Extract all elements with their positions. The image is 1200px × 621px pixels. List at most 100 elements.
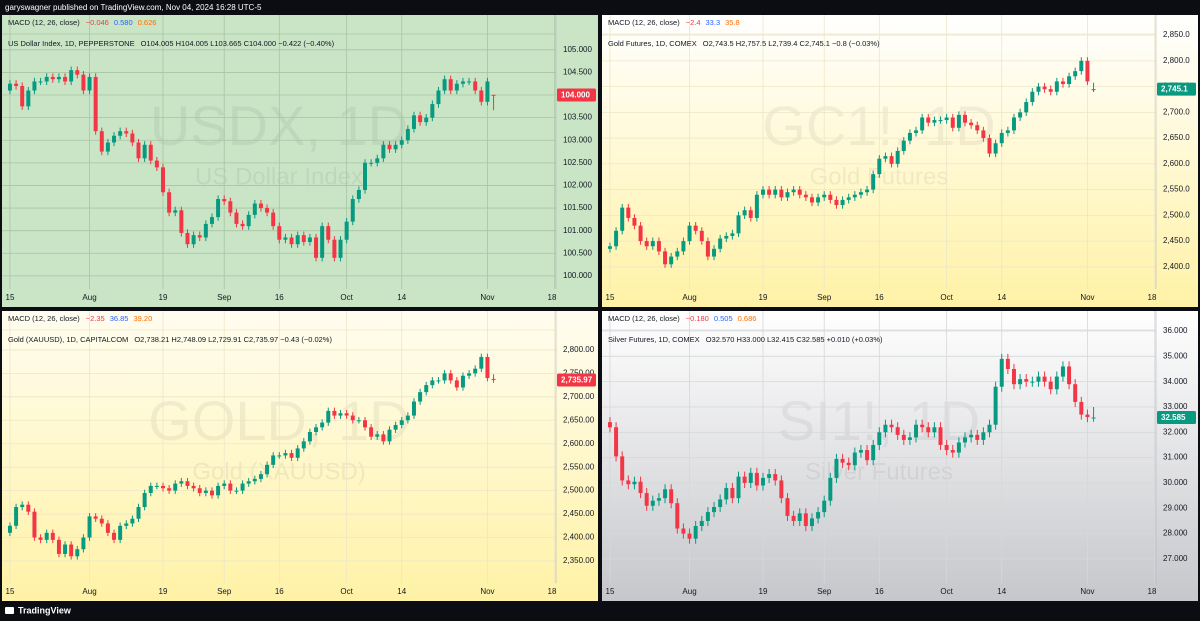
candle-body <box>761 477 765 486</box>
x-tick-label: 19 <box>759 293 768 302</box>
candle-body <box>118 131 123 136</box>
candle-body <box>1024 379 1029 382</box>
candle-body <box>809 518 814 527</box>
candle-body <box>265 208 270 213</box>
candle-body <box>418 115 423 123</box>
x-tick-label: 15 <box>606 293 615 302</box>
candle-body <box>363 162 367 190</box>
candle-body <box>736 476 741 499</box>
y-tick-label: 100.500 <box>563 248 592 257</box>
candle-body <box>724 488 729 500</box>
macd-value: 35.8 <box>725 18 740 27</box>
candle-body <box>295 235 300 245</box>
candle-body <box>63 544 68 554</box>
candle-body <box>828 477 833 501</box>
candle-body <box>901 140 906 151</box>
candle-body <box>681 241 686 252</box>
candle-body <box>956 442 961 453</box>
candle-body <box>112 135 117 143</box>
candle-body <box>1091 89 1096 91</box>
candle-body <box>1060 81 1065 85</box>
candle-body <box>63 76 68 82</box>
x-tick-label: Oct <box>940 587 953 596</box>
candle-body <box>993 386 998 425</box>
candle-body <box>473 81 478 91</box>
macd-value: −0.180 <box>686 314 709 323</box>
candle-body <box>93 516 98 519</box>
y-tick-label: 2,800.00 <box>563 345 595 354</box>
candle-body <box>724 235 729 239</box>
candle-body <box>632 217 637 226</box>
candle-body <box>975 434 980 440</box>
candle-body <box>167 192 172 213</box>
candle-body <box>314 427 319 432</box>
candle-body <box>350 199 355 222</box>
candle-body <box>271 212 276 227</box>
candle-body <box>314 237 319 258</box>
candle-body <box>889 156 894 164</box>
candle-body <box>1024 102 1029 113</box>
macd-value: 0.686 <box>738 314 757 323</box>
candle-body <box>203 490 208 493</box>
y-tick-label: 2,650.00 <box>563 415 595 424</box>
candle-body <box>405 128 410 141</box>
candle-body <box>1054 376 1059 390</box>
candle-body <box>693 225 698 231</box>
candle-body <box>130 133 135 143</box>
candle-body <box>105 142 110 152</box>
y-tick-label: 2,550.00 <box>563 462 595 471</box>
candle-body <box>620 207 625 231</box>
candle-body <box>32 81 37 91</box>
candle-body <box>852 194 857 198</box>
candle-body <box>895 427 900 435</box>
x-tick-label: 15 <box>6 293 15 302</box>
x-tick-label: 16 <box>875 293 884 302</box>
y-tick-label: 2,550.0 <box>1163 185 1190 194</box>
candle-body <box>1060 366 1065 377</box>
candle-body <box>369 427 374 437</box>
candle-body <box>69 544 74 557</box>
x-tick-label: 14 <box>397 587 406 596</box>
candle-body <box>712 507 717 513</box>
candle-body <box>454 380 459 388</box>
y-tick-label: 33.000 <box>1163 402 1188 411</box>
candle-body <box>216 485 221 496</box>
candle-body <box>326 226 331 240</box>
x-tick-label: Oct <box>340 293 353 302</box>
x-tick-label: Sep <box>817 587 832 596</box>
y-tick-label: 100.000 <box>563 271 592 280</box>
macd-label: MACD (12, 26, close) <box>8 18 80 27</box>
candle-body <box>791 515 796 521</box>
candle-body <box>118 525 123 540</box>
candle-body <box>883 424 888 433</box>
candle-body <box>816 197 821 203</box>
candle-body <box>252 478 257 482</box>
candle-body <box>363 420 367 428</box>
candle-body <box>148 485 153 493</box>
candle-body <box>1048 381 1053 390</box>
candle-body <box>1048 89 1053 92</box>
x-tick-label: Nov <box>480 293 494 302</box>
y-tick-label: 104.500 <box>563 68 592 77</box>
candle-body <box>834 199 839 206</box>
candle-body <box>797 513 802 521</box>
last-price-label: 32.585 <box>1161 413 1186 422</box>
candle-body <box>344 221 349 240</box>
candle-body <box>283 453 288 456</box>
candle-body <box>81 74 86 91</box>
ohlc-label: O2,738.21 H2,748.09 L2,729.91 C2,735.97 … <box>134 335 332 344</box>
candle-body <box>1073 71 1078 77</box>
candle-body <box>907 437 912 440</box>
candle-body <box>656 498 661 501</box>
x-tick-label: Aug <box>682 293 696 302</box>
candle-body <box>375 158 380 163</box>
ohlc-label: O104.005 H104.005 L103.665 C104.000 −0.4… <box>141 39 335 48</box>
candle-body <box>858 192 863 195</box>
candle-body <box>479 356 484 369</box>
candle-body <box>356 420 361 422</box>
candle-body <box>411 401 416 416</box>
candle-body <box>969 122 974 126</box>
y-tick-label: 102.000 <box>563 181 592 190</box>
candles <box>7 66 496 262</box>
